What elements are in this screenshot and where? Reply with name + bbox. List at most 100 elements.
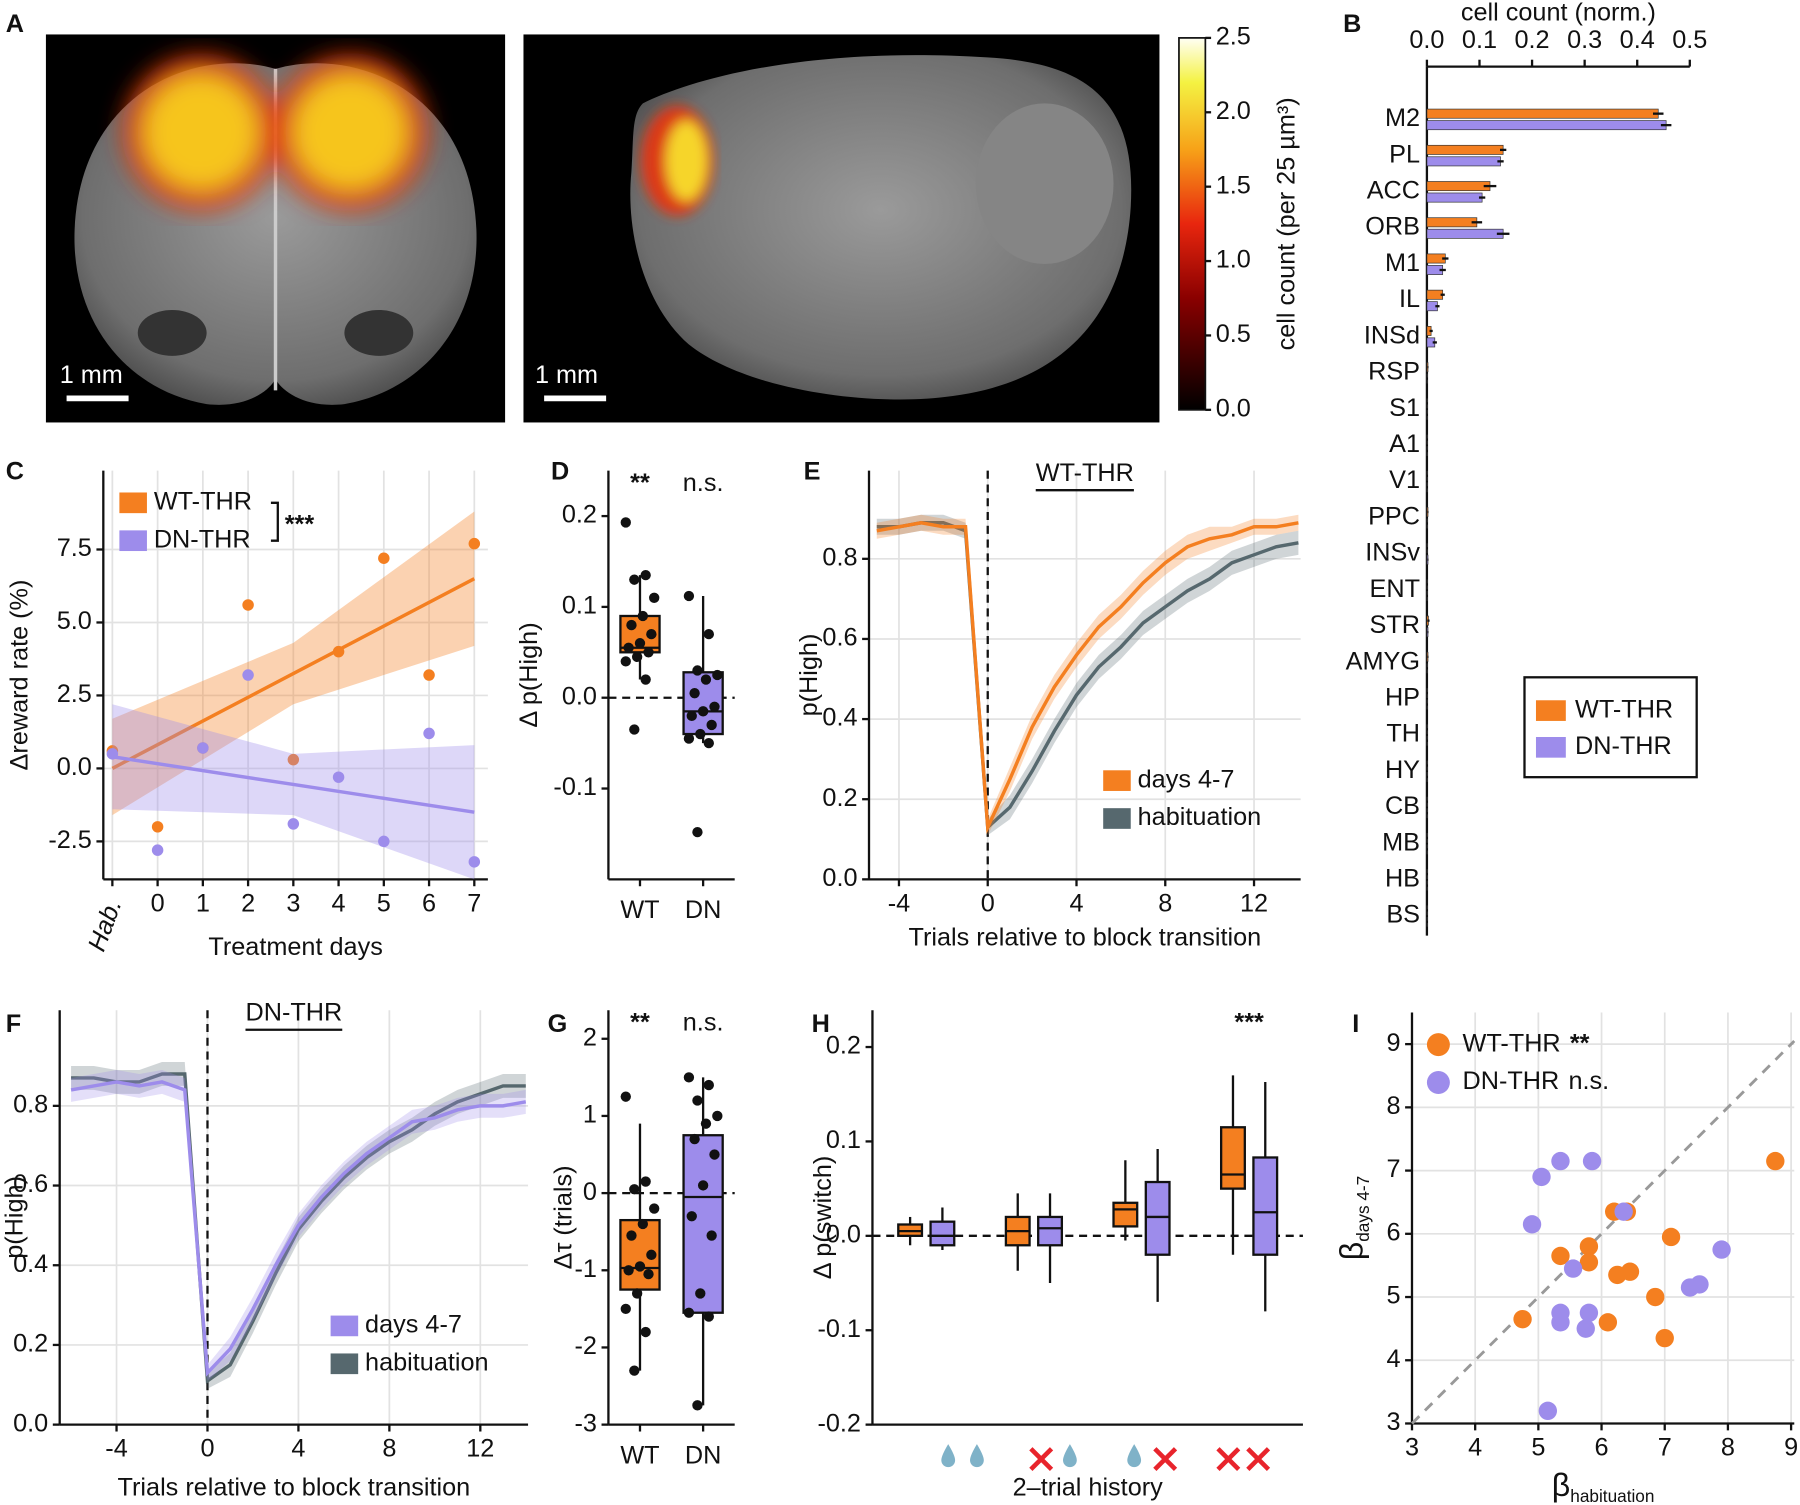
x-axis-label: Trials relative to block transition bbox=[908, 924, 1261, 952]
point bbox=[626, 1230, 637, 1241]
point bbox=[712, 1110, 723, 1122]
x-tick-label: WT bbox=[620, 896, 659, 924]
y-tick-label: -0.1 bbox=[553, 773, 597, 801]
x-axis-label-sub: habituation bbox=[1570, 1485, 1654, 1505]
x-tick-label: DN bbox=[685, 896, 721, 924]
y-tick-label: 0.0 bbox=[826, 1221, 861, 1249]
point bbox=[683, 590, 695, 602]
point bbox=[468, 856, 481, 868]
point bbox=[706, 1230, 717, 1241]
fit-line bbox=[111, 577, 476, 770]
point bbox=[634, 638, 646, 649]
point bbox=[423, 727, 435, 740]
bar bbox=[1426, 120, 1667, 131]
legend-label: habituation bbox=[1138, 803, 1262, 831]
x-tick-label: 12 bbox=[466, 1435, 494, 1463]
point bbox=[629, 1365, 640, 1376]
bar bbox=[1426, 181, 1491, 192]
legend-swatch bbox=[1426, 1033, 1450, 1057]
category-label: HP bbox=[1385, 683, 1420, 711]
point bbox=[649, 592, 660, 603]
point bbox=[287, 753, 300, 766]
point bbox=[646, 1249, 657, 1261]
x-tick-label: 0.2 bbox=[1515, 26, 1550, 54]
y-tick-label: 0.2 bbox=[822, 784, 857, 812]
point bbox=[695, 728, 706, 740]
point bbox=[1576, 1319, 1595, 1338]
point bbox=[1582, 1151, 1602, 1171]
y-tick-label: 6 bbox=[1386, 1218, 1400, 1246]
panel-letter: A bbox=[6, 10, 24, 38]
panel-title: WT-THR bbox=[1036, 459, 1134, 487]
x-axis-label: cell count (norm.) bbox=[1461, 0, 1656, 26]
point bbox=[629, 724, 640, 735]
y-tick-label: -2 bbox=[574, 1332, 596, 1360]
point bbox=[700, 1118, 712, 1129]
point bbox=[692, 1095, 703, 1106]
y-axis-label: p(High) bbox=[1, 1176, 29, 1259]
point bbox=[1690, 1275, 1709, 1294]
point bbox=[631, 1288, 643, 1299]
point bbox=[1614, 1202, 1633, 1221]
colorbar-label: cell count (per 25 µm³) bbox=[1273, 97, 1301, 350]
legend-label: days 4-7 bbox=[365, 1311, 462, 1339]
point bbox=[332, 645, 345, 658]
x-tick-label: 4 bbox=[1468, 1433, 1482, 1461]
legend-swatch bbox=[1535, 737, 1566, 758]
box bbox=[1037, 1215, 1064, 1247]
point bbox=[106, 748, 119, 760]
y-tick-label: 9 bbox=[1386, 1029, 1400, 1057]
point bbox=[1551, 1313, 1570, 1332]
significance: ** bbox=[630, 1009, 650, 1037]
point bbox=[689, 1133, 700, 1145]
point bbox=[1661, 1227, 1681, 1247]
point bbox=[640, 1326, 651, 1338]
y-tick-label: 7 bbox=[1386, 1155, 1400, 1183]
ventricle bbox=[137, 309, 207, 356]
x-tick-label: 0.3 bbox=[1567, 26, 1602, 54]
bar bbox=[1426, 228, 1504, 239]
point bbox=[640, 569, 651, 581]
point bbox=[649, 1203, 660, 1214]
point bbox=[332, 771, 345, 783]
x-tick-label: 0 bbox=[151, 889, 165, 917]
legend-label: WT-THR bbox=[1575, 695, 1673, 723]
point bbox=[629, 574, 640, 585]
point bbox=[697, 706, 709, 717]
y-tick-label: -2.5 bbox=[48, 826, 92, 854]
colorbar bbox=[1178, 37, 1207, 411]
point bbox=[242, 669, 254, 681]
category-label: HY bbox=[1385, 756, 1420, 784]
legend-label: WT-THR bbox=[154, 487, 252, 515]
point bbox=[626, 619, 637, 631]
point bbox=[692, 665, 703, 676]
panel-letter: B bbox=[1343, 10, 1361, 38]
point bbox=[712, 669, 723, 681]
bar bbox=[1426, 217, 1478, 228]
history-icons bbox=[941, 1444, 1271, 1472]
x-tick-label: DN bbox=[685, 1441, 721, 1469]
ventricle bbox=[344, 309, 414, 356]
colorbar-tick-label: 2.5 bbox=[1216, 23, 1251, 51]
bar bbox=[1426, 289, 1444, 300]
significance: n.s. bbox=[683, 469, 724, 497]
x-tick-label: 0 bbox=[981, 889, 995, 917]
category-label: M1 bbox=[1385, 249, 1420, 277]
legend-swatch bbox=[1535, 700, 1566, 721]
significance: ** bbox=[630, 469, 650, 497]
y-tick-label: 0.4 bbox=[13, 1250, 48, 1278]
bar bbox=[1426, 192, 1483, 203]
bar bbox=[1426, 108, 1659, 119]
x-tick-label: 4 bbox=[332, 889, 346, 917]
legend-swatch bbox=[1103, 808, 1131, 829]
x-tick-label: 0 bbox=[200, 1435, 214, 1463]
category-label: MB bbox=[1382, 828, 1420, 856]
line bbox=[70, 1080, 527, 1377]
y-tick-label: 0.0 bbox=[822, 864, 857, 892]
panel-letter: I bbox=[1352, 1010, 1359, 1038]
legend-label: days 4-7 bbox=[1138, 765, 1235, 793]
point bbox=[378, 835, 390, 848]
x-tick-label: 0.0 bbox=[1409, 26, 1444, 54]
box bbox=[1144, 1180, 1171, 1256]
